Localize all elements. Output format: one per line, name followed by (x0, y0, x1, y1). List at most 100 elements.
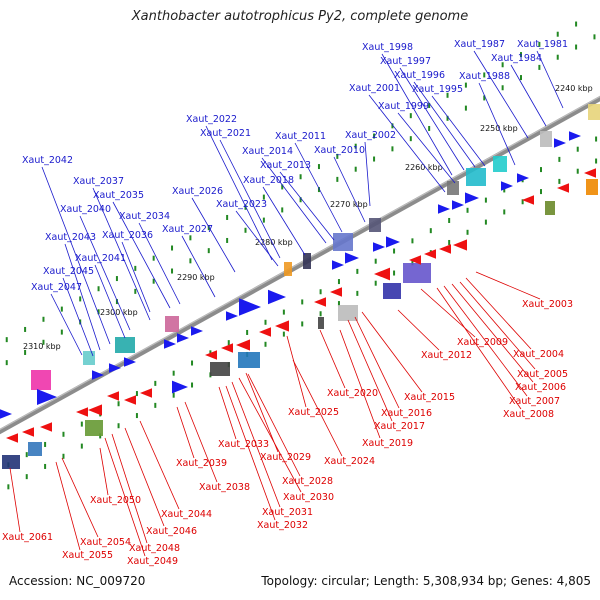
scale-tick (411, 260, 414, 266)
gene-cluster-tile (447, 181, 459, 195)
minus-gene-label: Xaut_2019 (362, 438, 413, 449)
plus-gene-arrow (0, 409, 12, 419)
minus-gene-arrow (6, 433, 18, 443)
plus-gene-label: Xaut_2047 (31, 282, 82, 293)
plus-gene-arrow (164, 339, 176, 349)
plus-gene-arrow (332, 260, 344, 270)
minus-gene-label: Xaut_2050 (90, 495, 141, 506)
plus-label-leader (431, 95, 486, 167)
minus-gene-label: Xaut_2054 (80, 537, 131, 548)
scale-label: 2270 kbp (330, 200, 368, 209)
scale-tick (191, 382, 194, 388)
scale-tick (374, 258, 377, 264)
minus-label-leader (9, 467, 21, 533)
gene-cluster-tile (369, 218, 381, 232)
plus-label-leader (262, 186, 306, 256)
scale-tick (484, 197, 487, 203)
minus-gene-label: Xaut_2048 (129, 543, 180, 554)
scale-tick (503, 209, 506, 215)
gene-cluster-tile (303, 253, 311, 269)
plus-gene-label: Xaut_2022 (186, 114, 237, 125)
plus-gene-label: Xaut_2013 (260, 160, 311, 171)
gene-cluster-tile (28, 442, 42, 456)
minus-gene-arrow (424, 249, 436, 259)
scale-tick (319, 311, 322, 317)
plus-gene-arrow (465, 192, 479, 204)
scale-tick (428, 102, 431, 108)
minus-gene-label: Xaut_2030 (283, 492, 334, 503)
gene-cluster-tile (333, 233, 353, 251)
minus-label-leader (104, 437, 146, 557)
plus-label-leader (94, 264, 126, 339)
plus-label-leader (112, 201, 171, 309)
scale-tick (172, 370, 175, 376)
plus-gene-label: Xaut_2041 (75, 253, 126, 264)
plus-gene-arrow (226, 311, 238, 321)
minus-label-leader (361, 311, 423, 393)
plus-label-leader (333, 156, 366, 223)
minus-gene-arrow (557, 183, 569, 193)
scale-tick (24, 326, 27, 332)
scale-tick (503, 187, 506, 193)
scale-label: 2240 kbp (555, 84, 593, 93)
plus-gene-label: Xaut_2026 (172, 186, 223, 197)
plus-gene-label: Xaut_2011 (275, 131, 326, 142)
minus-gene-arrow (140, 388, 152, 398)
scale-tick (60, 329, 63, 335)
scale-tick (171, 245, 174, 251)
scale-tick (264, 319, 267, 325)
scale-tick (354, 143, 357, 149)
plus-gene-label: Xaut_2035 (93, 190, 144, 201)
scale-tick (409, 113, 412, 119)
scale-tick (593, 34, 596, 40)
scale-tick (299, 174, 302, 180)
plus-label-leader (261, 157, 327, 244)
minus-gene-label: Xaut_2008 (503, 409, 554, 420)
minus-gene-label: Xaut_2032 (257, 520, 308, 531)
minus-gene-label: Xaut_2039 (176, 458, 227, 469)
minus-label-leader (247, 373, 301, 477)
scale-tick (409, 136, 412, 142)
scale-tick (154, 380, 157, 386)
plus-label-leader (181, 235, 216, 298)
plus-label-leader (536, 50, 564, 109)
scale-tick (244, 204, 247, 210)
scale-label: 2300 kbp (100, 308, 138, 317)
minus-label-leader (99, 447, 109, 496)
plus-gene-arrow (124, 357, 136, 367)
scale-tick (7, 484, 10, 490)
minus-gene-label: Xaut_2033 (218, 439, 269, 450)
minus-gene-arrow (22, 427, 34, 437)
plus-gene-label: Xaut_2037 (73, 176, 124, 187)
minus-label-leader (319, 329, 346, 389)
scale-tick (171, 268, 174, 274)
scale-tick (446, 92, 449, 98)
plus-label-leader (62, 277, 94, 357)
scale-tick (539, 189, 542, 195)
scale-tick (44, 463, 47, 469)
plus-label-leader (138, 222, 181, 305)
scale-tick (595, 158, 598, 164)
scale-tick (391, 146, 394, 152)
gene-cluster-tile (210, 362, 230, 376)
plus-gene-arrow (452, 200, 464, 210)
plus-gene-label: Xaut_2043 (45, 232, 96, 243)
scale-tick (227, 340, 230, 346)
gene-cluster-tile (540, 131, 552, 147)
scale-tick (25, 474, 28, 480)
scale-label: 2290 kbp (177, 273, 215, 282)
scale-tick (373, 156, 376, 162)
minus-gene-label: Xaut_2044 (161, 509, 212, 520)
scale-tick (44, 441, 47, 447)
scale-tick (281, 184, 284, 190)
plus-gene-label: Xaut_1981 (517, 39, 568, 50)
scale-tick (134, 265, 137, 271)
scale-tick (60, 306, 63, 312)
gene-cluster-tile (338, 305, 358, 321)
minus-gene-label: Xaut_2025 (288, 407, 339, 418)
scale-tick (354, 166, 357, 172)
plus-label-leader (413, 81, 476, 168)
scale-tick (172, 392, 175, 398)
scale-tick (336, 176, 339, 182)
plus-gene-arrow (239, 298, 261, 316)
